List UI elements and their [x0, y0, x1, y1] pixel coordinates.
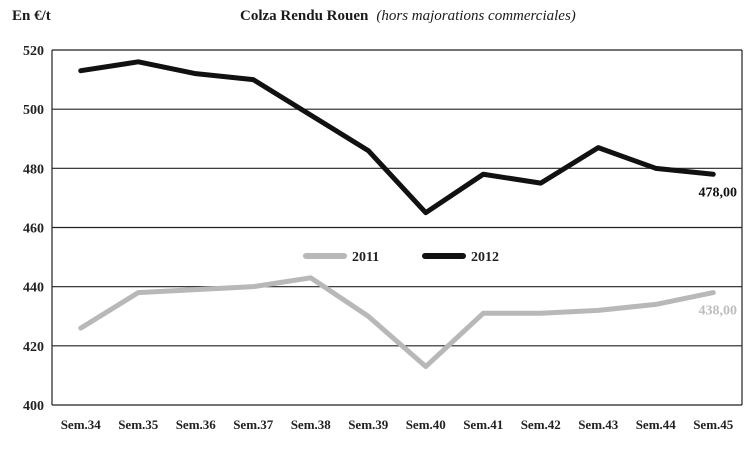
chart-title: Colza Rendu Rouen: [240, 8, 369, 24]
legend: 2011 2012: [303, 250, 499, 265]
end-labels: 438,00 478,00: [699, 185, 738, 318]
end-label-2012: 478,00: [699, 185, 738, 200]
y-tick-labels: 400 420 440 460 480 500 520: [23, 44, 44, 414]
legend-label-2012: 2012: [471, 250, 499, 265]
x-tick-label: Sem.40: [406, 417, 446, 432]
x-tick-label: Sem.39: [348, 417, 389, 432]
y-axis-label: En €/t: [12, 8, 51, 24]
x-tick-label: Sem.41: [463, 417, 503, 432]
x-tick-label: Sem.38: [291, 417, 332, 432]
x-tick-label: Sem.34: [61, 417, 102, 432]
series-line-2011: [78, 275, 716, 370]
x-tick-label: Sem.35: [118, 417, 159, 432]
y-tick-label: 400: [23, 399, 44, 414]
x-tick-labels: Sem.34 Sem.35 Sem.36 Sem.37 Sem.38 Sem.39 Sem.…: [61, 417, 734, 432]
legend-label-2011: 2011: [352, 250, 379, 265]
end-label-2011: 438,00: [699, 304, 738, 319]
x-tick-label: Sem.45: [693, 417, 734, 432]
y-tick-label: 440: [23, 281, 44, 296]
y-tick-label: 460: [23, 222, 44, 237]
y-tick-label: 480: [23, 162, 44, 177]
y-tick-label: 500: [23, 103, 44, 118]
series-line-2012: [78, 59, 716, 216]
x-tick-label: Sem.43: [578, 417, 619, 432]
chart-subtitle: (hors majorations commerciales): [376, 8, 576, 24]
x-tick-label: Sem.37: [233, 417, 274, 432]
y-tick-label: 420: [23, 340, 44, 355]
x-tick-label: Sem.36: [176, 417, 217, 432]
chart-title-block: Colza Rendu Rouen (hors majorations comme…: [240, 8, 576, 25]
x-tick-label: Sem.44: [636, 417, 677, 432]
grid-lines: [51, 49, 743, 406]
series-lines: [78, 59, 716, 370]
y-tick-label: 520: [23, 44, 44, 59]
x-tick-label: Sem.42: [521, 417, 561, 432]
